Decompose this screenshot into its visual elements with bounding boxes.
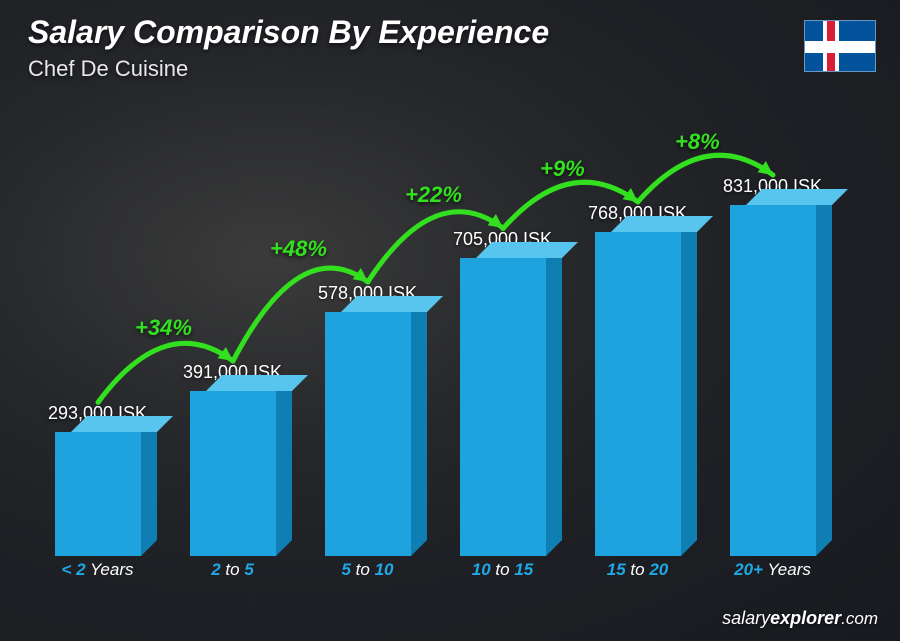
bar-shape [325, 312, 411, 556]
bar-4: 768,000 ISK [570, 86, 705, 556]
bar-shape [55, 432, 141, 556]
bar-shape [190, 391, 276, 556]
bar-chart: 293,000 ISK391,000 ISK578,000 ISK705,000… [30, 86, 840, 586]
bar-shape [730, 205, 816, 556]
bar-5: 831,000 ISK [705, 86, 840, 556]
x-label: 20+ Years [705, 560, 840, 586]
infographic-root: Salary Comparison By Experience Chef De … [0, 0, 900, 641]
bar-shape [460, 258, 546, 556]
percent-increase-label: +8% [675, 129, 720, 155]
x-axis-labels: < 2 Years2 to 55 to 1010 to 1515 to 2020… [30, 560, 840, 586]
bar-shape [595, 232, 681, 556]
x-label: 5 to 10 [300, 560, 435, 586]
percent-increase-label: +34% [135, 315, 192, 341]
iceland-flag-icon [804, 20, 876, 72]
x-label: 15 to 20 [570, 560, 705, 586]
x-label: < 2 Years [30, 560, 165, 586]
bar-2: 578,000 ISK [300, 86, 435, 556]
chart-title: Salary Comparison By Experience [28, 14, 549, 51]
x-label: 10 to 15 [435, 560, 570, 586]
percent-increase-label: +9% [540, 156, 585, 182]
x-label: 2 to 5 [165, 560, 300, 586]
chart-subtitle: Chef De Cuisine [28, 56, 188, 82]
percent-increase-label: +22% [405, 182, 462, 208]
source-logo: salaryexplorer.com [722, 608, 878, 629]
percent-increase-label: +48% [270, 236, 327, 262]
